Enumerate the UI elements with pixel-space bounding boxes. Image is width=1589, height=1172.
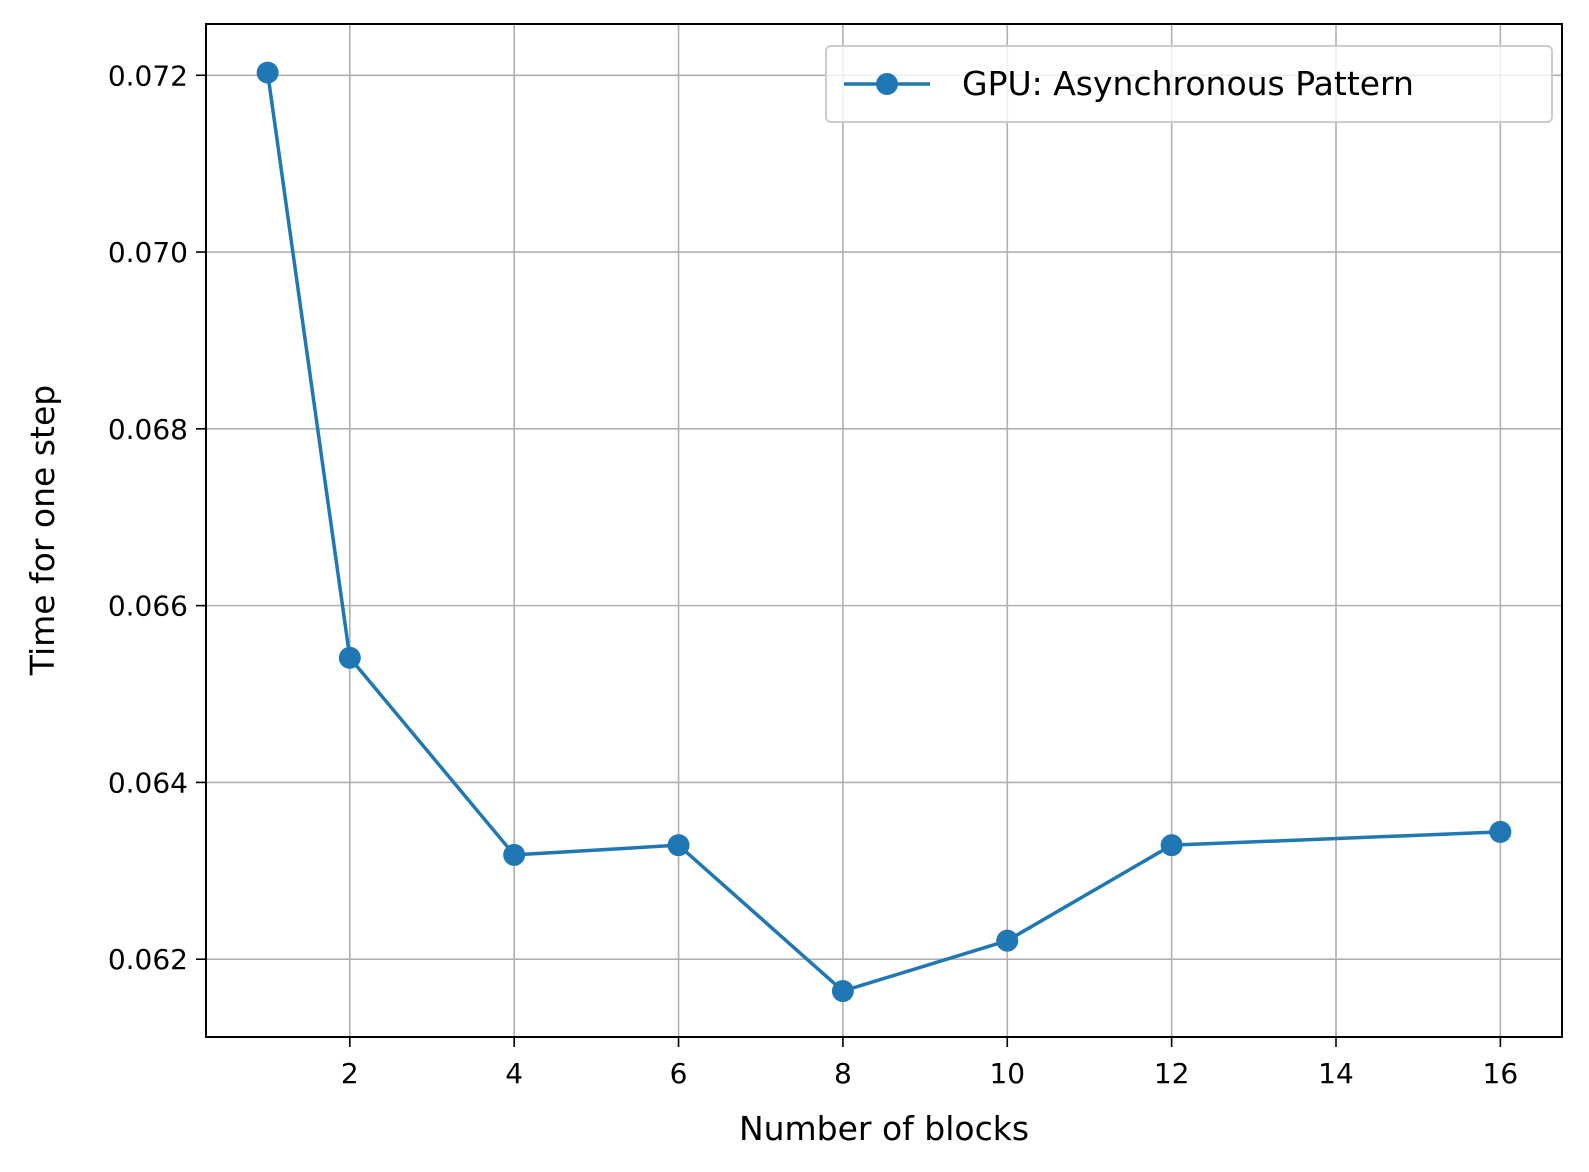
plot-frame [205, 23, 1563, 1038]
legend-marker-swatch [876, 73, 898, 95]
series-line [265, 72, 1501, 993]
x-tick-label: 14 [1318, 1057, 1354, 1090]
plot-area [206, 24, 1562, 1037]
y-tick-label: 0.068 [108, 413, 188, 446]
x-axis-label: Number of blocks [739, 1109, 1029, 1148]
y-tick-label: 0.062 [108, 943, 188, 976]
y-tick-label: 0.070 [108, 236, 188, 269]
y-tick-label: 0.072 [108, 59, 188, 92]
legend-entry-label: GPU: Asynchronous Pattern [962, 64, 1414, 103]
legend: GPU: Asynchronous Pattern [825, 45, 1553, 123]
x-tick-label: 16 [1483, 1057, 1519, 1090]
y-axis: 0.062 0.064 0.066 0.068 0.070 0.072 [108, 59, 206, 976]
x-tick-label: 12 [1154, 1057, 1190, 1090]
y-axis-label: Time for one step [23, 385, 62, 676]
data-point [338, 646, 361, 669]
data-point [667, 834, 690, 857]
x-tick-label: 10 [989, 1057, 1025, 1090]
x-tick-label: 2 [341, 1057, 359, 1090]
data-point [831, 980, 854, 1003]
data-point [256, 61, 279, 84]
y-tick-label: 0.064 [108, 766, 188, 799]
x-axis: 2 4 6 8 10 12 14 16 [341, 1037, 1518, 1090]
data-point [1160, 834, 1183, 857]
data-point [996, 929, 1019, 952]
data-point [1489, 820, 1512, 843]
legend-box [825, 45, 1553, 123]
series-layer [256, 61, 1512, 1003]
x-tick-label: 8 [834, 1057, 852, 1090]
y-tick-label: 0.066 [108, 590, 188, 623]
x-tick-label: 6 [670, 1057, 688, 1090]
x-tick-label: 4 [505, 1057, 523, 1090]
data-point [503, 843, 526, 866]
